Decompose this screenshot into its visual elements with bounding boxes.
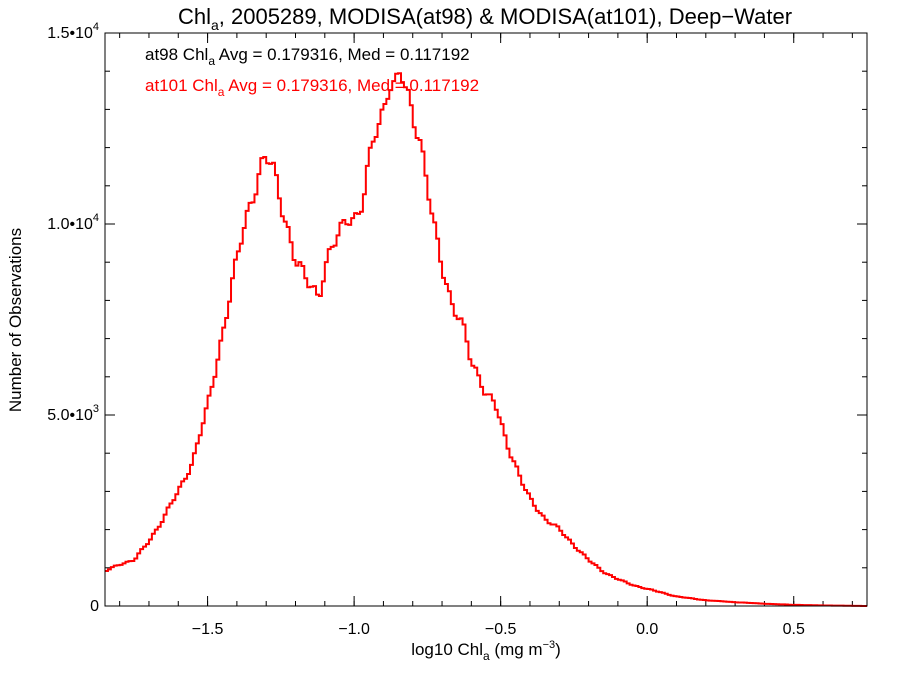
title-post: , 2005289, MODISA(at98) & MODISA(at101),… bbox=[219, 4, 792, 29]
title-sub: a bbox=[211, 17, 219, 33]
chart-title: Chla, 2005289, MODISA(at98) & MODISA(at1… bbox=[178, 4, 792, 33]
plot-frame bbox=[104, 32, 868, 607]
y-tick-mantissa: 1.5•10 bbox=[47, 25, 93, 42]
y-tick-exponent: 3 bbox=[93, 403, 99, 415]
xlabel-pre: log10 Chl bbox=[411, 640, 483, 659]
y-axis-label: Number of Observations bbox=[6, 228, 25, 412]
y-tick-mantissa: 5.0•10 bbox=[47, 407, 93, 424]
x-axis-ticks: −1.5 −1.0 −0.5 0.0 0.5 bbox=[119, 33, 853, 638]
annotation-at98: at98 Chla Avg = 0.179316, Med = 0.117192 bbox=[145, 45, 470, 68]
xlabel-mid: (mg m bbox=[490, 640, 543, 659]
x-axis-label: log10 Chla (mg m−3) bbox=[411, 639, 561, 663]
title-pre: Chl bbox=[178, 4, 211, 29]
series-layer bbox=[105, 72, 867, 607]
histogram-line-at101 bbox=[105, 72, 867, 607]
annotation-at101-post: Avg = 0.179316, Med = 0.117192 bbox=[224, 76, 479, 95]
y-tick-mantissa: 0 bbox=[90, 598, 99, 615]
xlabel-sup: −3 bbox=[543, 639, 556, 651]
annotation-at98-pre: at98 Chl bbox=[145, 45, 208, 64]
y-tick-label: 1.0•104 bbox=[47, 212, 99, 233]
xlabel-post: ) bbox=[555, 640, 561, 659]
y-tick-exponent: 4 bbox=[93, 212, 99, 224]
x-tick-label: −1.0 bbox=[338, 621, 370, 638]
y-tick-label: 1.5•104 bbox=[47, 21, 99, 42]
annotation-at101: at101 Chla Avg = 0.179316, Med = 0.11719… bbox=[145, 76, 479, 99]
annotations: at98 Chla Avg = 0.179316, Med = 0.117192… bbox=[145, 45, 479, 99]
y-tick-label: 0 bbox=[90, 598, 99, 615]
annotation-at101-sub: a bbox=[218, 85, 225, 99]
y-tick-exponent: 4 bbox=[93, 21, 99, 33]
y-tick-mantissa: 1.0•10 bbox=[47, 216, 93, 233]
x-tick-label: −1.5 bbox=[192, 621, 224, 638]
y-tick-label: 5.0•103 bbox=[47, 403, 99, 424]
x-tick-label: 0.0 bbox=[636, 621, 658, 638]
annotation-at101-pre: at101 Chl bbox=[145, 76, 218, 95]
x-tick-label: −0.5 bbox=[485, 621, 517, 638]
xlabel-sub: a bbox=[483, 649, 490, 663]
x-tick-label: 0.5 bbox=[783, 621, 805, 638]
annotation-at98-post: Avg = 0.179316, Med = 0.117192 bbox=[215, 45, 470, 64]
annotation-at98-sub: a bbox=[208, 54, 215, 68]
